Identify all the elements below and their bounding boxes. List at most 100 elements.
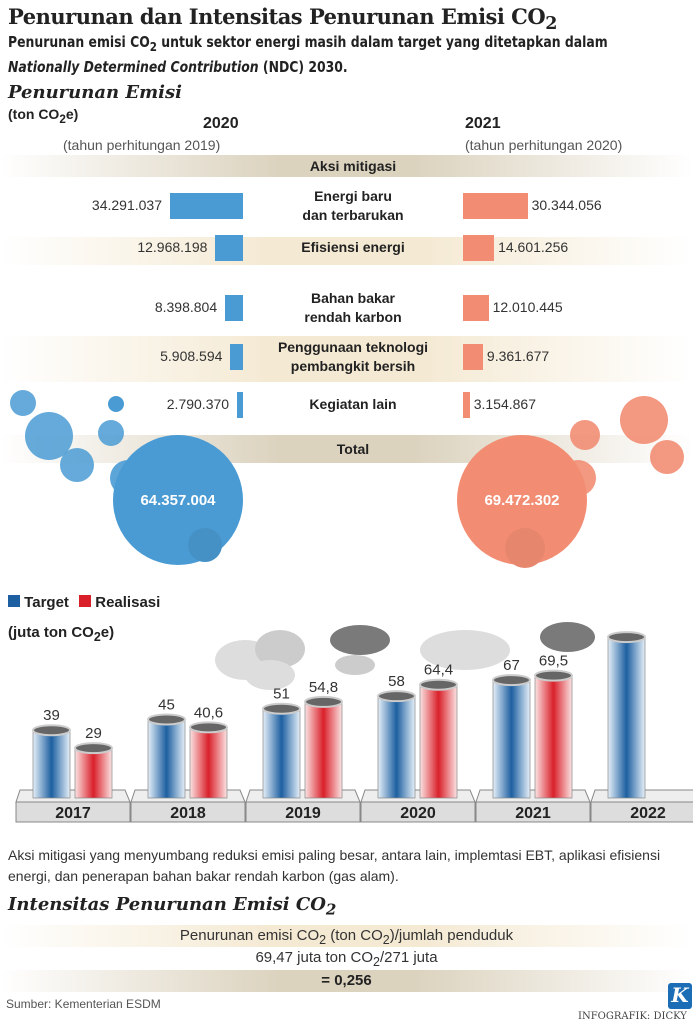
- value-2020: 2.790.370: [166, 396, 230, 412]
- section-title-intensity: Intensitas Penurunan Emisi CO2: [8, 894, 336, 919]
- bar-target: [492, 679, 531, 799]
- bar-cap: [607, 631, 646, 644]
- bubble-decor: [570, 420, 600, 450]
- row-label-line1: Efisiensi energi: [301, 239, 405, 255]
- sub-sub: 2: [149, 39, 157, 54]
- bar-realisasi: [304, 701, 343, 799]
- bubble-decor: [188, 528, 222, 562]
- sub-italic: Nationally Determined Contribution: [8, 58, 259, 76]
- smoke-cloud: [540, 622, 595, 652]
- note-2021: (tahun perhitungan 2020): [465, 137, 623, 153]
- bar-2020: [215, 235, 243, 261]
- bar-cap: [492, 674, 531, 687]
- data-label: 91: [618, 630, 635, 631]
- row-label: Energi baru dan terbarukan: [250, 187, 456, 225]
- plinth: [360, 801, 476, 823]
- bar-target: [147, 719, 186, 799]
- data-label: 58: [388, 673, 405, 690]
- bubble-decor: [620, 396, 668, 444]
- value-2020: 34.291.037: [91, 197, 162, 213]
- bubble-decor: [10, 390, 36, 416]
- bar-cap: [377, 690, 416, 703]
- bar-2020: [170, 193, 243, 219]
- bar-cap: [419, 678, 458, 691]
- value-2020: 8.398.804: [154, 299, 218, 315]
- c-sub: 2: [373, 955, 380, 969]
- section-aksi-mitigasi: Aksi mitigasi: [309, 158, 397, 174]
- row-label: Bahan bakar rendah karbon: [250, 289, 456, 327]
- data-label: 64,4: [424, 662, 453, 679]
- chart-unit: (juta ton CO2e): [8, 624, 114, 644]
- category-label: 2022: [630, 805, 666, 822]
- value-2021: 30.344.056: [531, 197, 602, 213]
- bar-target: [377, 695, 416, 799]
- intensity-formula: Penurunan emisi CO2 (ton CO2)/jumlah pen…: [0, 927, 693, 947]
- legend-swatch-realisasi: [79, 595, 92, 607]
- source: Sumber: Kementerian ESDM: [6, 997, 161, 1011]
- unit-b: e): [100, 624, 115, 641]
- bar-2020: [225, 295, 243, 321]
- row-label-line2: dan terbarukan: [302, 207, 404, 223]
- intensity-calc: 69,47 juta ton CO2/271 juta: [0, 949, 693, 969]
- row-label-line1: Bahan bakar: [310, 290, 396, 306]
- bar-realisasi: [534, 675, 573, 799]
- intensity-title-text: Intensitas Penurunan Emisi CO: [8, 894, 326, 915]
- sub-a: Penurunan emisi CO: [8, 33, 150, 51]
- value-2021: 9.361.677: [486, 348, 550, 364]
- data-label: 29: [85, 725, 102, 742]
- bubble-decor: [505, 528, 545, 568]
- intensity-result: = 0,256: [321, 972, 372, 989]
- bar-realisasi: [74, 747, 113, 799]
- footnote: Aksi mitigasi yang menyumbang reduksi em…: [8, 847, 661, 884]
- row-label-line1: Penggunaan teknologi: [277, 339, 429, 355]
- value-2020: 5.908.594: [160, 348, 223, 364]
- emission-unit: (ton CO2e): [8, 106, 78, 126]
- bubble-decor: [650, 440, 684, 474]
- legend-swatch-target: [8, 595, 20, 607]
- band-result: [0, 970, 693, 992]
- row-label: Efisiensi energi: [250, 238, 456, 257]
- bar-target: [32, 729, 71, 799]
- data-label: 39: [43, 707, 60, 724]
- smoke-cloud: [420, 630, 510, 670]
- c-a: 69,47 juta ton CO: [255, 949, 374, 966]
- band-formula: [0, 925, 693, 947]
- category-label: 2018: [170, 805, 206, 822]
- smoke-cloud: [245, 660, 295, 690]
- value-2020: 12.968.198: [137, 239, 208, 255]
- section-title-emission: Penurunan Emisi: [8, 82, 182, 103]
- bar-2020: [230, 344, 243, 370]
- bar-2021: [463, 392, 470, 418]
- plinth: [245, 801, 361, 823]
- bar-cap: [147, 713, 186, 726]
- f-s1: 2: [319, 933, 327, 947]
- unit-sub: 2: [59, 112, 66, 126]
- category-label: 2019: [285, 805, 321, 822]
- f-b: (ton CO: [326, 927, 383, 944]
- band-aksi: [0, 155, 693, 177]
- unit-a: (juta ton CO: [8, 624, 94, 641]
- plinth: [15, 801, 131, 823]
- band-row: [0, 237, 693, 265]
- bar-target: [607, 636, 646, 799]
- bar-2021: [463, 295, 489, 321]
- bar-2021: [463, 193, 528, 219]
- bar-cap: [304, 695, 343, 708]
- year-2020-heading: 2020: [203, 115, 239, 132]
- bar-2020: [237, 392, 243, 418]
- bar-target: [262, 708, 301, 799]
- bubble-decor: [110, 460, 146, 496]
- smoke-cloud: [335, 655, 375, 675]
- unit-sub: 2: [93, 630, 101, 644]
- credit: INFOGRAFIK: DICKY: [578, 1011, 687, 1022]
- bar-cap: [534, 669, 573, 682]
- subtitle: Penurunan emisi CO2 untuk sektor energi …: [8, 32, 634, 78]
- row-label: Penggunaan teknologi pembangkit bersih: [250, 338, 456, 376]
- bar-cap: [74, 742, 113, 755]
- intensity-title-sub: 2: [325, 900, 337, 919]
- note-2020: (tahun perhitungan 2019): [63, 137, 221, 153]
- data-label: 51: [273, 686, 290, 703]
- data-label: 67: [503, 657, 520, 674]
- row-label-line2: pembangkit bersih: [290, 358, 416, 374]
- legend-realisasi: Realisasi: [95, 594, 161, 611]
